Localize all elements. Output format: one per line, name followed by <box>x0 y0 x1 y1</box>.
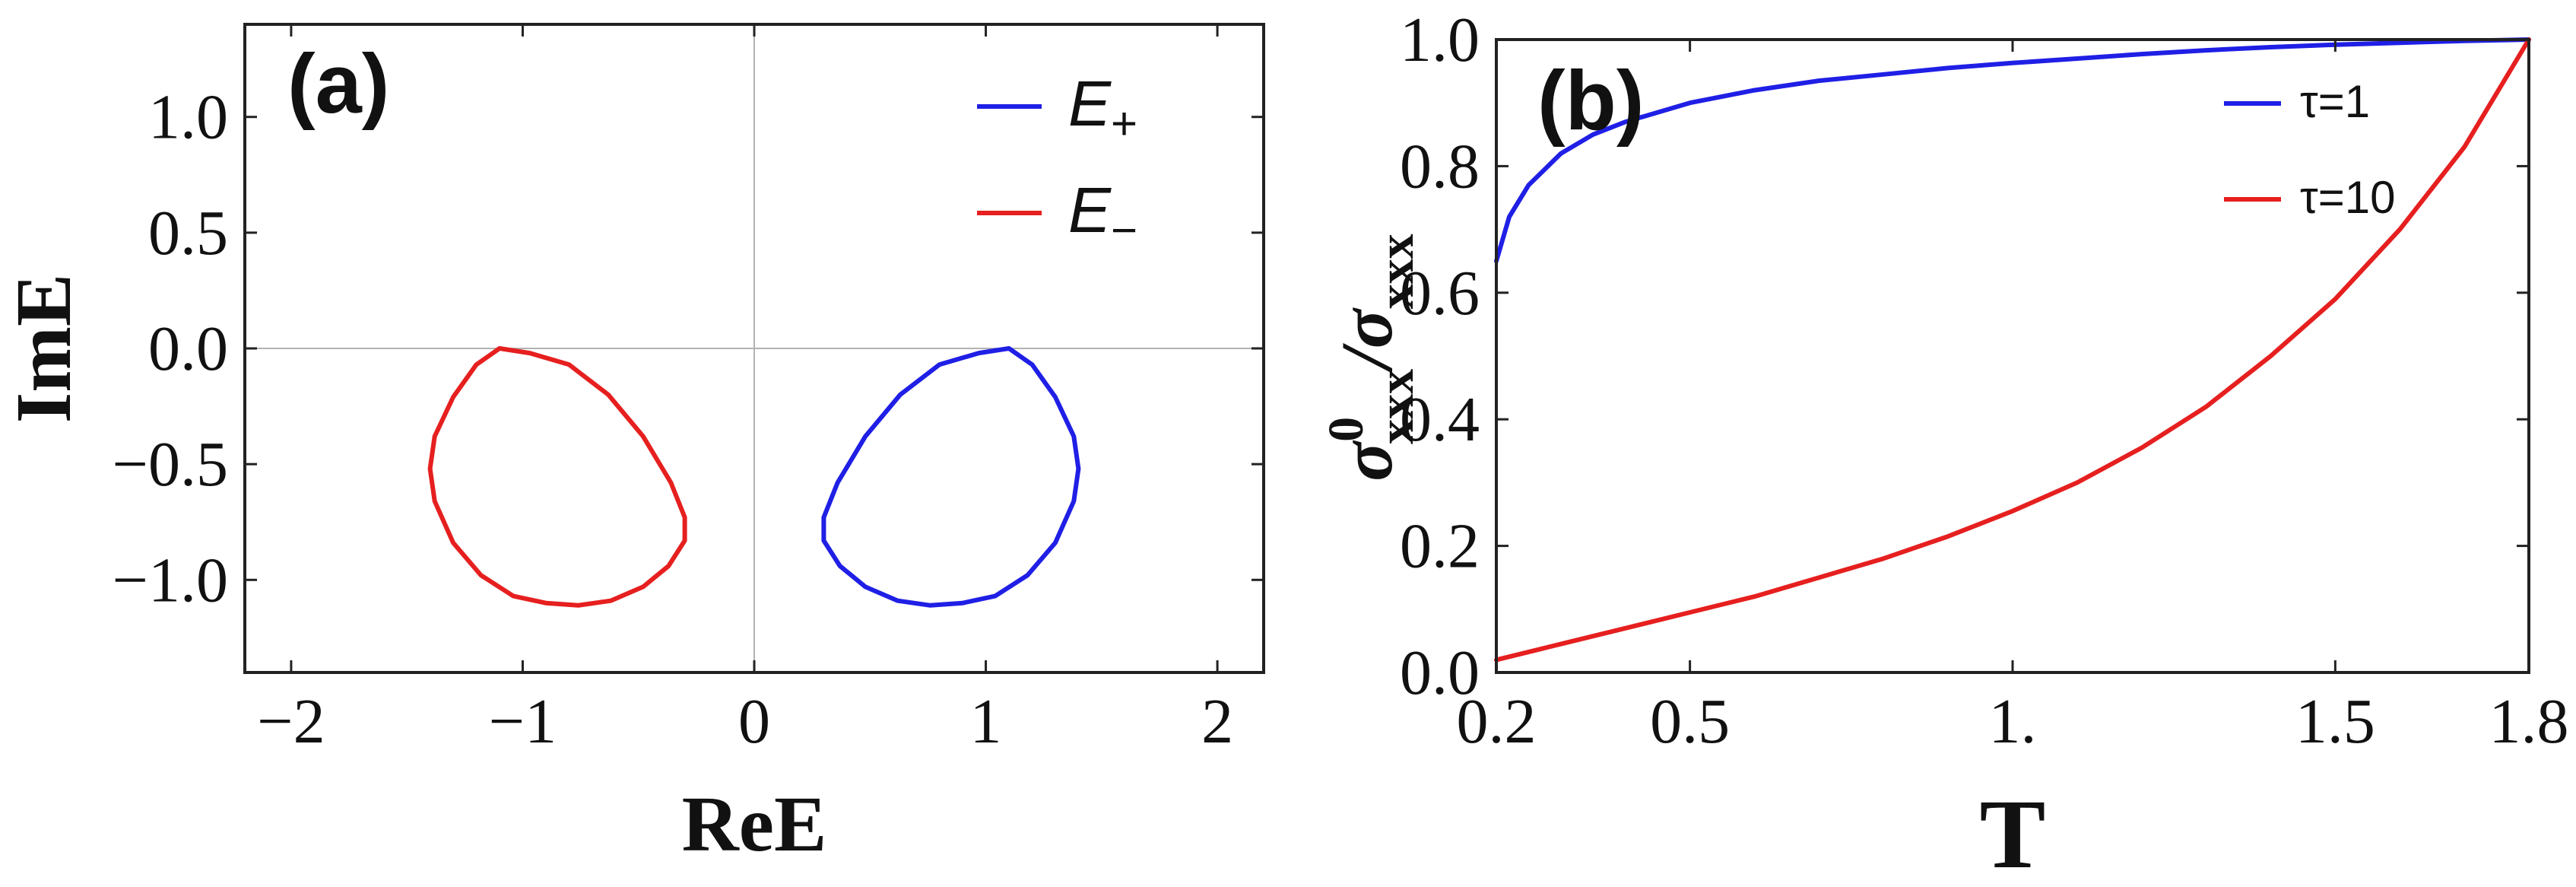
panel-b-label: (b) <box>1537 54 1644 148</box>
x-tick-label: 2 <box>1201 686 1233 757</box>
panel-b-curves <box>1494 37 2531 663</box>
panel-b-x-axis-title: T <box>1980 780 2046 887</box>
legend-label-tau-1: τ=1 <box>2300 76 2370 127</box>
panel-a-legend: E+ E− <box>977 68 1137 256</box>
series-line-e <box>821 346 1081 608</box>
series-line-e <box>427 346 687 608</box>
panel-a-x-axis-title: ReE <box>682 780 827 868</box>
panel-b-y-ticks: 0.0 0.2 0.4 0.6 0.8 1.0 <box>1400 5 2529 708</box>
x-tick-label: −1 <box>489 686 557 757</box>
y-tick-label: 0.4 <box>1400 384 1480 455</box>
y-tick-label: 0.5 <box>148 198 228 269</box>
x-tick-label: 0 <box>738 686 770 757</box>
series-line-1 <box>1494 37 2531 264</box>
y-tick-label: −1.0 <box>113 545 228 615</box>
x-tick-label: 1.8 <box>2489 686 2569 757</box>
series-line-10 <box>1494 37 2531 663</box>
panel-b-frame <box>1495 38 2530 674</box>
panel-a-y-axis-title: ImE <box>0 274 87 423</box>
panel-b-y-axis-title: σ0xxx/σxxx <box>1318 234 1424 481</box>
legend-label-tau-10: τ=10 <box>2300 172 2395 223</box>
panel-a-label: (a) <box>287 37 389 131</box>
panel-b-x-ticks: 0.2 0.5 1. 1.5 1.8 <box>1457 40 2569 757</box>
panel-a-y-ticks: 1.0 0.5 0.0 −0.5 −1.0 <box>113 82 1264 615</box>
x-tick-label: 0.5 <box>1650 686 1730 757</box>
y-tick-label: 0.0 <box>148 313 228 384</box>
legend-label-e-plus: E+ <box>1068 68 1137 149</box>
legend-label-e-minus: E− <box>1068 174 1137 256</box>
panel-b-legend: τ=1 τ=10 <box>2224 76 2395 223</box>
x-tick-label: 0.2 <box>1457 686 1537 757</box>
y-tick-label: 0.0 <box>1400 637 1480 708</box>
x-tick-label: 1. <box>1989 686 2037 757</box>
panel-a-x-ticks: −2 −1 0 1 2 <box>257 24 1233 757</box>
panel-b: 0.2 0.5 1. 1.5 1.8 0.00.20.40.60.81.0 (b) τ=… <box>1318 5 2569 887</box>
y-tick-label: 1.0 <box>148 82 228 153</box>
x-tick-label: 1 <box>970 686 1002 757</box>
x-tick-label: 1.5 <box>2295 686 2375 757</box>
panel-a: −2 −1 0 1 2 1.00.50.0−0.5−1.0 (a) E+ E− ReE … <box>0 23 1265 868</box>
x-tick-label: −2 <box>257 686 325 757</box>
y-tick-label: 0.8 <box>1400 131 1480 202</box>
y-tick-label: 0.2 <box>1400 511 1480 582</box>
y-tick-label: 1.0 <box>1400 5 1480 75</box>
panel-a-curves <box>427 346 1081 608</box>
y-tick-label: 0.6 <box>1400 258 1480 329</box>
y-tick-label: −0.5 <box>113 429 228 500</box>
